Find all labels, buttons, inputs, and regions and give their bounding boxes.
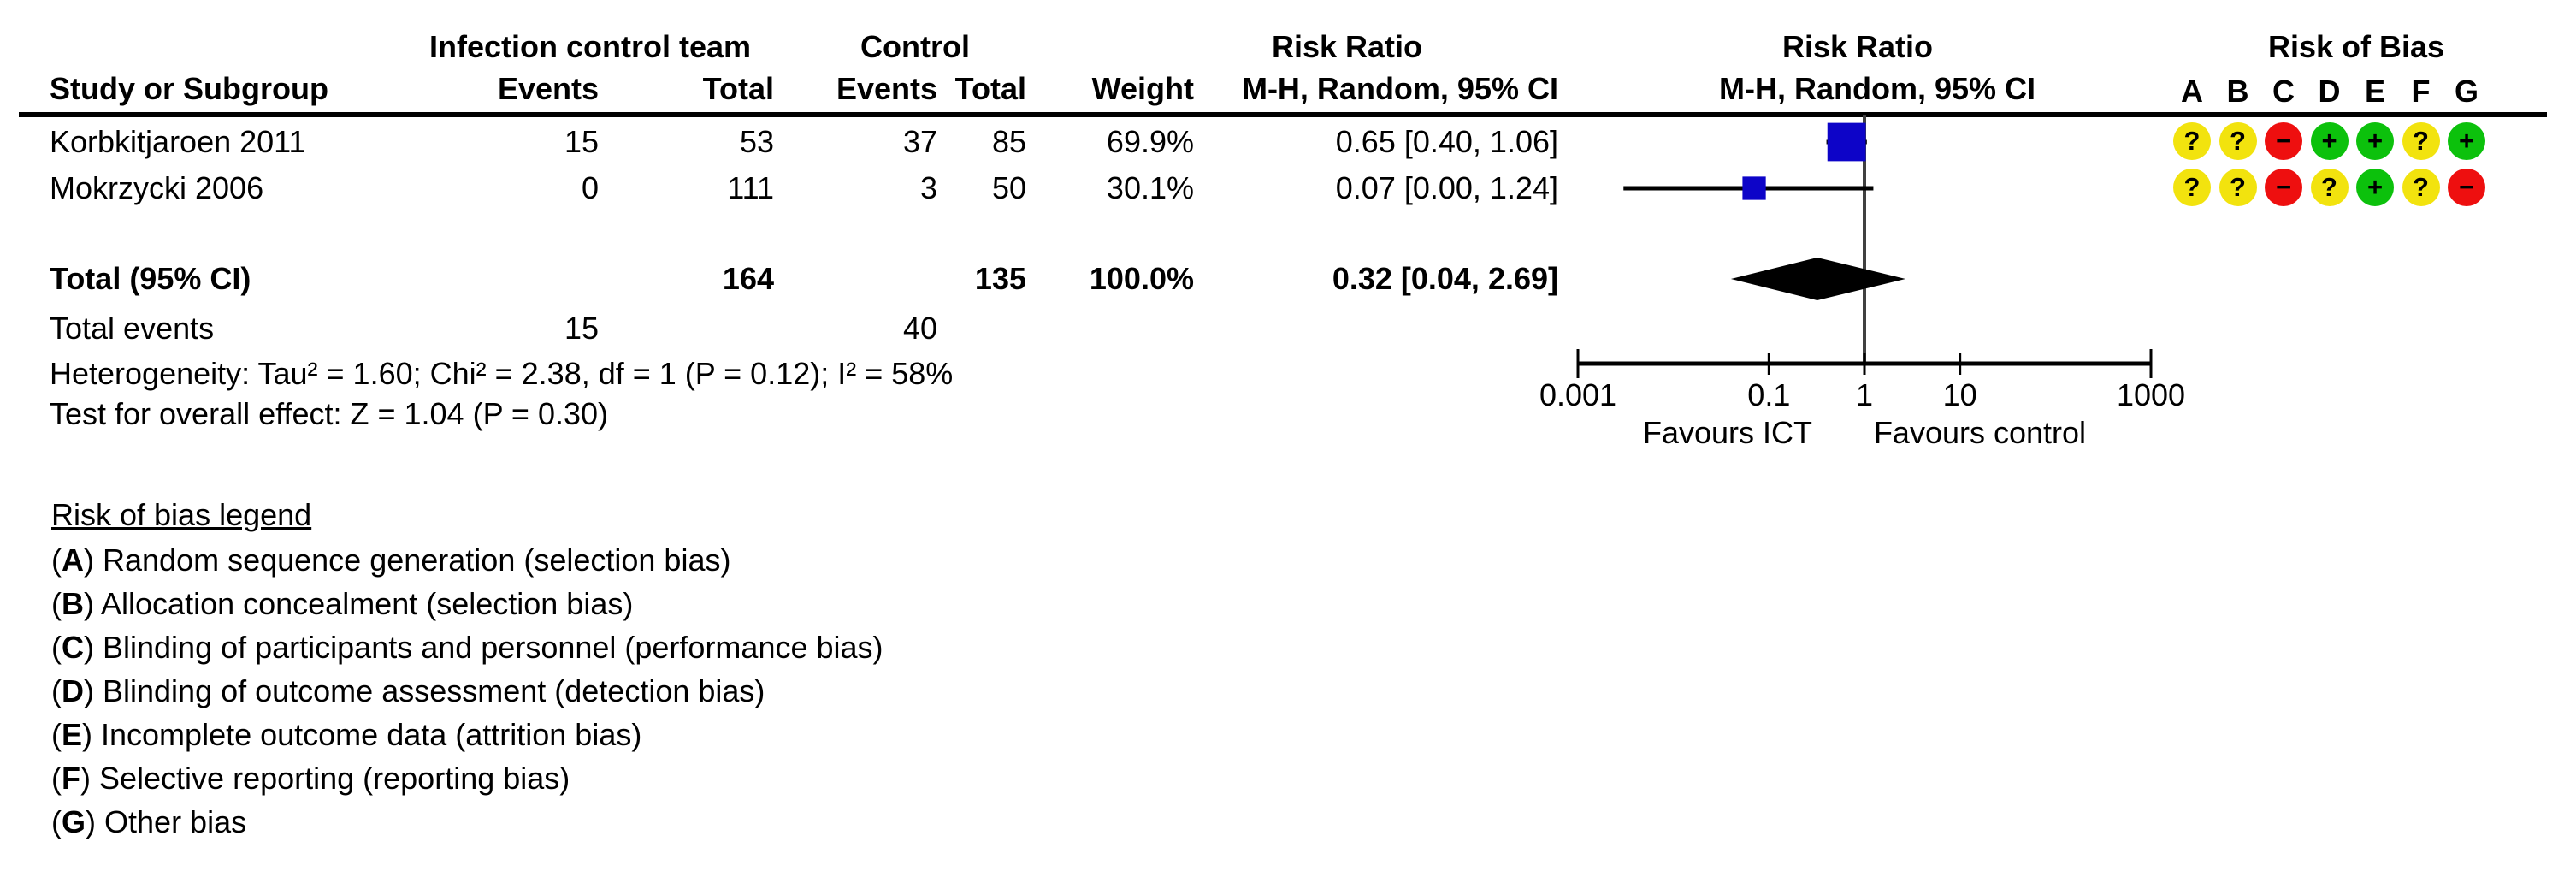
legend-item: (F) Selective reporting (reporting bias) <box>51 761 570 796</box>
legend-text: Incomplete outcome data (attrition bias) <box>101 717 642 752</box>
bias-unclear-circle: ? <box>2310 169 2349 206</box>
legend-text: Blinding of participants and personnel (… <box>103 630 883 665</box>
total-row-label: Total (95% CI) <box>50 261 251 296</box>
legend-text: Other bias <box>104 804 247 839</box>
column-header-mh-ci-text: M-H, Random, 95% CI <box>1241 71 1558 106</box>
total-events-control: 40 <box>902 311 937 346</box>
column-header-weight: Weight <box>1091 71 1194 106</box>
weight-value: 30.1% <box>1106 170 1194 205</box>
total-events-label: Total events <box>50 311 215 346</box>
group-header-risk-ratio-plot: Risk Ratio <box>1781 29 1934 64</box>
effect-square <box>1742 176 1766 200</box>
bias-low-circle: + <box>2448 122 2485 160</box>
bias-letter: B <box>2226 74 2249 109</box>
bias-high-circle: − <box>2265 122 2302 160</box>
total-control-sum: 135 <box>974 261 1026 296</box>
legend-text: Allocation concealment (selection bias) <box>101 586 634 621</box>
legend-item: (G) Other bias <box>51 804 247 839</box>
bias-unclear-circle: ? <box>2402 169 2440 206</box>
axis-tick-label: 0.1 <box>1747 377 1790 412</box>
legend-item: (E) Incomplete outcome data (attrition b… <box>51 717 642 752</box>
total-ict-value: 111 <box>727 170 774 205</box>
bias-low-circle: + <box>2356 122 2394 160</box>
axis-tick-label: 1 <box>1856 377 1873 412</box>
legend-title: Risk of bias legend <box>51 497 312 532</box>
effect-square <box>1827 122 1866 162</box>
forest-plot-svg: 0.001 0.1 1 10 1000 Favours ICT Favours contro… <box>1539 115 2185 450</box>
bias-high-circle: − <box>2265 169 2302 206</box>
bias-letter: E <box>2364 74 2385 109</box>
bias-low-circle: + <box>2356 169 2394 206</box>
bias-low-circle: + <box>2310 122 2349 160</box>
heterogeneity-stats: Heterogeneity: Tau² = 1.60; Chi² = 2.38,… <box>50 356 954 391</box>
legend-text: Random sequence generation (selection bi… <box>103 542 731 578</box>
group-header-risk-of-bias: Risk of Bias <box>2267 29 2445 64</box>
legend-item: (D) Blinding of outcome assessment (dete… <box>51 673 765 708</box>
bias-unclear-circle: ? <box>2173 122 2211 160</box>
legend-item: (B) Allocation concealment (selection bi… <box>51 586 634 621</box>
study-name: Korbkitjaroen 2011 <box>50 124 306 159</box>
axis-tick-label: 1000 <box>2117 377 2185 412</box>
total-weight: 100.0% <box>1089 261 1194 296</box>
events-control-value: 37 <box>902 124 937 159</box>
legend-text: Blinding of outcome assessment (detectio… <box>103 673 765 708</box>
bias-unclear-circle: ? <box>2402 122 2440 160</box>
study-name: Mokrzycki 2006 <box>50 170 264 205</box>
axis-tick-label: 10 <box>1943 377 1977 412</box>
total-ict-value: 53 <box>739 124 774 159</box>
bias-high-circle: − <box>2448 169 2485 206</box>
bias-letter: A <box>2181 74 2203 109</box>
legend-letter: A <box>62 542 84 578</box>
total-control-value: 85 <box>991 124 1026 159</box>
risk-of-bias-row: ?? − + +? + <box>2173 122 2485 160</box>
header-divider-rule <box>19 112 2547 117</box>
weight-value: 69.9% <box>1106 124 1194 159</box>
column-header-mh-ci-plot: M-H, Random, 95% CI <box>1718 71 2036 106</box>
legend-letter: G <box>62 804 86 839</box>
overall-effect-test: Test for overall effect: Z = 1.04 (P = 0… <box>50 396 609 431</box>
events-ict-value: 0 <box>581 170 599 205</box>
legend-letter: F <box>62 761 80 796</box>
column-header-total-ict: Total <box>702 71 774 106</box>
bias-letter: G <box>2454 74 2479 109</box>
bias-unclear-circle: ? <box>2173 169 2211 206</box>
risk-of-bias-letters: A B C D E F G <box>2173 73 2485 110</box>
legend-letter: B <box>62 586 84 621</box>
group-header-ict: Infection control team <box>428 29 752 64</box>
column-header-events-ict: Events <box>497 71 599 106</box>
pooled-diamond <box>1730 258 1905 300</box>
risk-ratio-ci-value: 0.07 [0.00, 1.24] <box>1335 170 1558 205</box>
legend-text: Selective reporting (reporting bias) <box>99 761 570 796</box>
legend-letter: C <box>62 630 84 665</box>
column-header-events-control: Events <box>836 71 937 106</box>
legend-letter: D <box>62 673 84 708</box>
legend-item: (C) Blinding of participants and personn… <box>51 630 883 665</box>
column-header-study: Study or Subgroup <box>50 71 328 106</box>
bias-letter: C <box>2272 74 2295 109</box>
column-header-total-control: Total <box>954 71 1026 106</box>
risk-of-bias-row: ?? −? +? − <box>2173 169 2485 206</box>
legend-letter: E <box>62 717 83 752</box>
bias-unclear-circle: ? <box>2219 169 2257 206</box>
favours-left-label: Favours ICT <box>1643 415 1812 450</box>
bias-unclear-circle: ? <box>2219 122 2257 160</box>
events-ict-value: 15 <box>564 124 599 159</box>
axis-tick-label: 0.001 <box>1539 377 1616 412</box>
group-header-control: Control <box>860 29 970 64</box>
total-events-ict: 15 <box>564 311 599 346</box>
events-control-value: 3 <box>919 170 937 205</box>
group-header-risk-ratio-text: Risk Ratio <box>1271 29 1423 64</box>
bias-letter: D <box>2318 74 2341 109</box>
legend-item: (A) Random sequence generation (selectio… <box>51 542 731 578</box>
pooled-risk-ratio-ci: 0.32 [0.04, 2.69] <box>1332 261 1558 296</box>
total-control-value: 50 <box>991 170 1026 205</box>
risk-ratio-ci-value: 0.65 [0.40, 1.06] <box>1335 124 1558 159</box>
favours-right-label: Favours control <box>1874 415 2086 450</box>
total-ict-sum: 164 <box>722 261 774 296</box>
bias-letter: F <box>2411 74 2431 109</box>
